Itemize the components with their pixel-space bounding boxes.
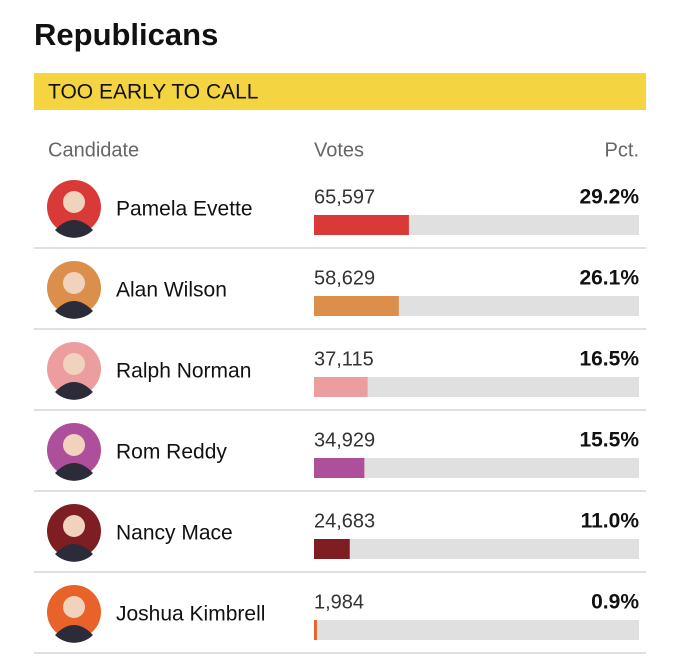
avatar-face [63,515,85,537]
bar-track [314,539,639,559]
column-header: Candidate [48,139,139,161]
avatar-face [63,596,85,618]
avatar-face [63,353,85,375]
avatar-body [55,463,93,481]
percent-label: 29.2% [579,186,639,209]
column-header: Pct. [605,139,639,161]
bar [314,215,409,235]
vote-count: 1,984 [314,591,364,613]
percent-label: 0.9% [591,591,639,614]
status-band [34,73,646,110]
percent-label: 11.0% [581,510,640,533]
bar-track [314,377,639,397]
vote-count: 58,629 [314,267,375,289]
vote-count: 34,929 [314,429,375,451]
percent-label: 16.5% [579,348,639,371]
bar [314,458,365,478]
bar [314,296,399,316]
candidate-name: Pamela Evette [116,198,253,221]
vote-count: 24,683 [314,510,375,532]
avatar-body [55,625,93,643]
vote-count: 37,115 [314,348,374,370]
column-header: Votes [314,139,364,161]
bar [314,377,368,397]
status: TOO EARLY TO CALL [48,81,258,104]
avatar-body [55,301,93,319]
bar-track [314,620,639,640]
avatar-body [55,220,93,238]
candidate-name: Rom Reddy [116,441,227,464]
bar [314,620,317,640]
avatar-face [63,434,85,456]
percent-label: 26.1% [579,267,639,290]
title: Republicans [34,17,218,52]
candidate-name: Alan Wilson [116,279,227,302]
avatar-body [55,544,93,562]
avatar-face [63,191,85,213]
vote-count: 65,597 [314,186,375,208]
candidate-name: Nancy Mace [116,522,233,545]
candidate-name: Ralph Norman [116,360,251,383]
bar [314,539,350,559]
percent-label: 15.5% [579,429,639,452]
candidate-name: Joshua Kimbrell [116,603,265,626]
avatar-face [63,272,85,294]
avatar-body [55,382,93,400]
bar-track [314,458,639,478]
